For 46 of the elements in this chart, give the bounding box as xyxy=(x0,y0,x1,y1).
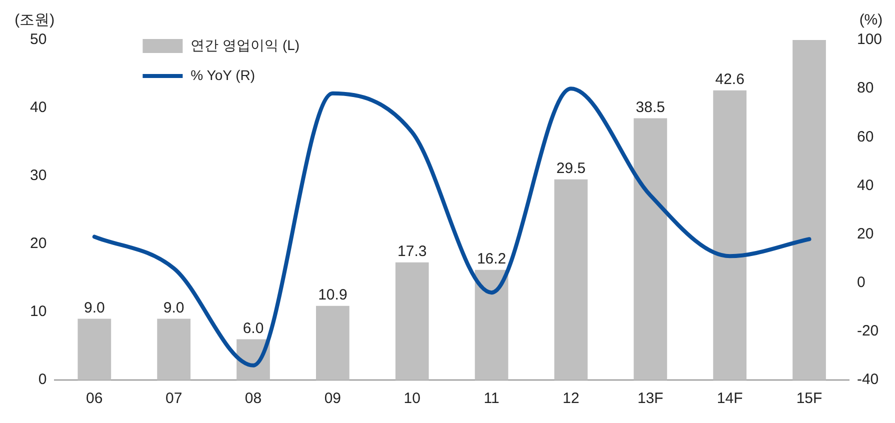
data-label: 9.0 xyxy=(163,299,184,316)
y2-tick-label: 80 xyxy=(856,80,874,97)
data-label: 10.9 xyxy=(318,286,348,304)
data-label: 29.5 xyxy=(556,160,586,178)
y2-tick-label: -40 xyxy=(856,371,879,388)
x-tick-label: 11 xyxy=(484,390,500,408)
x-tick-label: 12 xyxy=(562,390,580,408)
bar xyxy=(792,40,826,380)
x-tick-label: 08 xyxy=(244,390,262,408)
legend-label: 연간 영업이익 (L) xyxy=(190,36,300,53)
y-axis-title: (조원) xyxy=(14,12,55,29)
y-tick-label: 20 xyxy=(30,235,47,252)
y2-tick-label: 20 xyxy=(856,225,874,242)
y-tick-label: 0 xyxy=(38,371,47,388)
bar xyxy=(78,318,112,380)
x-tick-label: 15F xyxy=(796,390,822,408)
data-label: 9.0 xyxy=(84,299,105,316)
bar xyxy=(316,306,350,380)
y-tick-label: 30 xyxy=(30,167,47,184)
x-tick-label: 07 xyxy=(165,390,182,408)
y2-tick-label: 40 xyxy=(856,176,874,194)
bar xyxy=(395,262,429,380)
bar xyxy=(634,118,668,380)
bar xyxy=(713,90,747,380)
y-tick-label: 10 xyxy=(30,303,47,320)
x-tick-label: 06 xyxy=(86,390,103,408)
y-tick-label: 40 xyxy=(30,99,47,116)
bar xyxy=(157,318,191,380)
y-tick-label: 50 xyxy=(30,31,47,48)
y2-tick-label: 60 xyxy=(856,128,874,146)
legend-label: % YoY (R) xyxy=(190,66,256,83)
data-label: 16.2 xyxy=(476,250,506,268)
y2-tick-label: 100 xyxy=(856,31,882,48)
data-label: 17.3 xyxy=(398,243,427,260)
x-tick-label: 10 xyxy=(404,390,420,408)
bar xyxy=(474,270,508,380)
y2-axis-title: (%) xyxy=(859,12,883,29)
x-tick-label: 14F xyxy=(716,390,743,408)
bar xyxy=(554,179,588,380)
data-label: 42.6 xyxy=(715,70,744,88)
data-label: 6.0 xyxy=(242,320,264,337)
y2-tick-label: -20 xyxy=(856,322,879,340)
data-label: 38.5 xyxy=(636,98,666,116)
x-tick-label: 09 xyxy=(324,390,342,408)
y2-tick-label: 0 xyxy=(856,274,866,291)
x-tick-label: 13F xyxy=(637,390,664,408)
